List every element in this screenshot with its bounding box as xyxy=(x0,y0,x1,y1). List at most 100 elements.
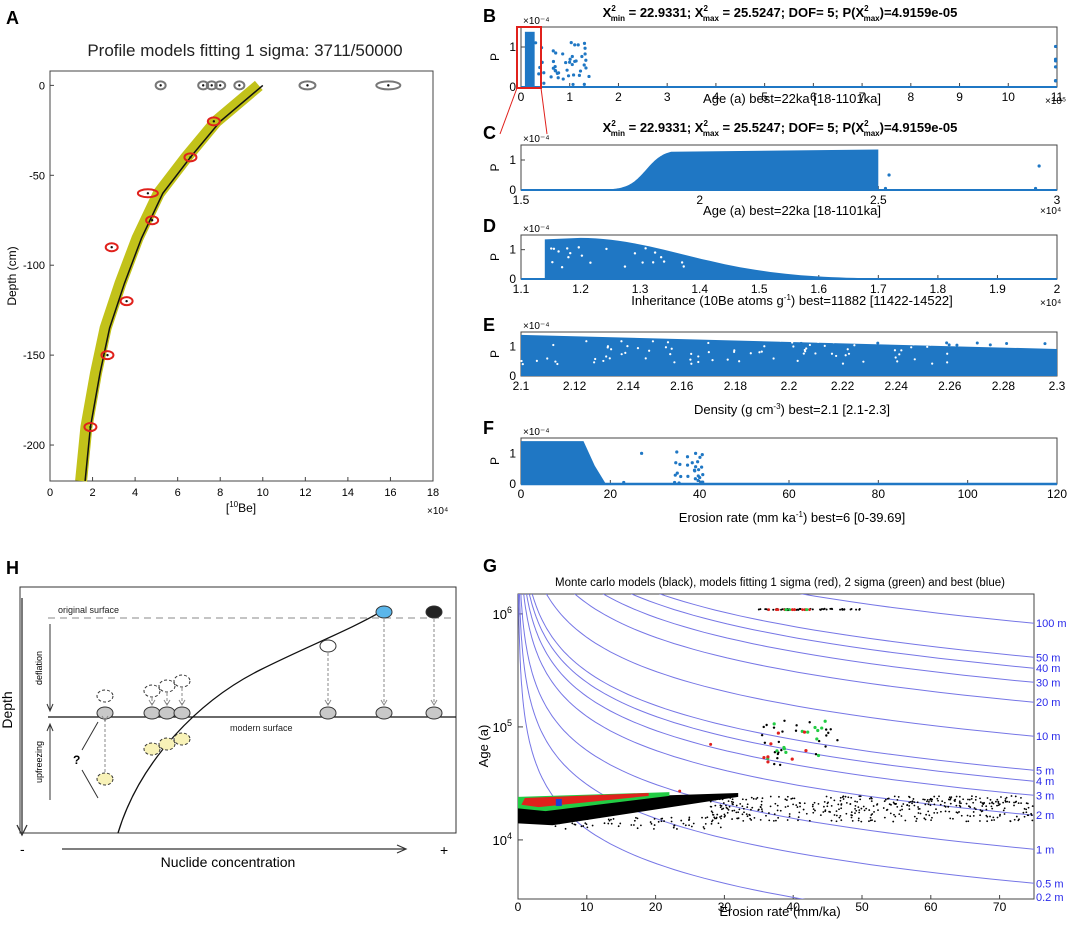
monte-carlo-point xyxy=(819,814,822,817)
monte-carlo-point xyxy=(721,808,723,811)
1-sigma-point xyxy=(808,608,811,612)
monte-carlo-point xyxy=(610,822,613,825)
x-tick-label: 2 xyxy=(615,90,622,104)
surface-clast xyxy=(158,706,176,720)
monte-carlo-point xyxy=(803,802,806,805)
gap-speck xyxy=(814,352,817,355)
monte-carlo-point xyxy=(709,805,712,808)
measured-sample xyxy=(136,188,159,199)
gap-speck xyxy=(862,360,865,363)
monte-carlo-point xyxy=(967,820,970,823)
monte-carlo-point xyxy=(663,820,665,822)
monte-carlo-point xyxy=(732,801,735,804)
x-tick-label: 1.3 xyxy=(632,282,649,296)
y-tick-label: -150 xyxy=(23,350,45,362)
former-clast-position xyxy=(158,679,176,693)
monte-carlo-point xyxy=(868,820,870,823)
panel-g-age-vs-erosion: Monte carlo models (black), models fitti… xyxy=(476,577,1067,919)
contour-label: 40 m xyxy=(1036,663,1060,675)
monte-carlo-point xyxy=(567,817,570,819)
monte-carlo-point xyxy=(974,808,977,811)
y-axis-label: P xyxy=(488,350,502,358)
monte-carlo-point xyxy=(950,796,953,799)
data-point xyxy=(577,73,581,77)
gap-speck xyxy=(882,338,885,341)
monte-carlo-point xyxy=(584,822,587,825)
y-tick-exponent: 4 xyxy=(507,831,512,841)
2-sigma-point xyxy=(816,753,821,758)
gap-speck xyxy=(552,247,556,250)
diagram-frame xyxy=(19,586,457,834)
monte-carlo-point xyxy=(857,819,860,822)
data-point xyxy=(700,453,704,457)
monte-carlo-point xyxy=(882,807,885,809)
monte-carlo-point xyxy=(830,796,832,799)
monte-carlo-point xyxy=(995,800,997,803)
monte-carlo-point xyxy=(970,797,973,800)
gap-speck xyxy=(910,346,913,349)
panel-f-xlabel: Erosion rate (mm ka-1) best=6 [0-39.69] xyxy=(679,510,905,525)
gap-speck xyxy=(816,340,820,343)
monte-carlo-point xyxy=(937,799,939,802)
x-tick-label: 50 xyxy=(855,900,869,914)
monte-carlo-point xyxy=(630,824,633,826)
monte-carlo-point xyxy=(731,798,734,801)
gap-speck xyxy=(648,349,651,352)
data-point xyxy=(696,468,701,472)
monte-carlo-point xyxy=(688,816,691,819)
sample-center xyxy=(212,120,216,123)
gap-speck xyxy=(823,344,826,347)
x-tick-label: 0 xyxy=(47,487,53,499)
sample-center xyxy=(146,192,150,195)
monte-carlo-point xyxy=(751,806,754,809)
y-tick-label: 1 xyxy=(509,340,516,354)
panel-h-conceptual-diagram: original surface modern surface Depth de… xyxy=(0,586,457,870)
monte-carlo-point xyxy=(752,797,755,800)
monte-carlo-point xyxy=(742,819,745,822)
monte-carlo-point xyxy=(998,803,1001,806)
upfreeze-path-head xyxy=(101,715,109,722)
monte-carlo-point xyxy=(992,816,995,819)
x-tick-label: 40 xyxy=(693,487,707,501)
data-point xyxy=(696,478,700,483)
y-tick-label: 0 xyxy=(509,477,516,491)
x-tick-label: 1.9 xyxy=(989,282,1006,296)
monte-carlo-point xyxy=(840,819,843,822)
monte-carlo-point xyxy=(764,608,767,611)
panel-b-x-multiplier: ×10⁵ xyxy=(1045,96,1066,107)
x-tick-label: 7 xyxy=(859,90,866,104)
monte-carlo-point xyxy=(828,810,831,813)
monte-carlo-point xyxy=(924,803,927,806)
monte-carlo-point xyxy=(650,822,653,825)
question-brackets xyxy=(81,721,99,799)
measured-sample xyxy=(100,350,115,361)
monte-carlo-point xyxy=(723,813,726,816)
gap-speck xyxy=(636,347,640,350)
y-axis-label: P xyxy=(488,53,502,61)
monte-carlo-point xyxy=(1017,819,1020,822)
sample-center xyxy=(189,156,192,159)
monte-carlo-point xyxy=(908,796,911,799)
monte-carlo-point xyxy=(892,820,895,823)
x-tick-label: 1.1 xyxy=(513,282,530,296)
monte-carlo-point xyxy=(1009,820,1012,822)
monte-carlo-point xyxy=(749,808,752,811)
monte-carlo-point xyxy=(741,805,744,808)
monte-carlo-point xyxy=(1023,807,1026,810)
gap-speck xyxy=(593,361,596,364)
monte-carlo-point xyxy=(769,805,772,808)
x-tick-label: 1.5 xyxy=(513,193,530,207)
monte-carlo-point xyxy=(768,812,770,814)
monte-carlo-point xyxy=(672,826,675,829)
panel-g-ylabel: Age (a) xyxy=(476,725,491,768)
y-tick-exponent: 6 xyxy=(507,605,512,615)
1-sigma-point xyxy=(678,789,682,793)
surface-sample-center xyxy=(210,84,213,87)
monte-carlo-point xyxy=(896,805,899,808)
monte-carlo-point xyxy=(670,820,673,823)
1-sigma-point xyxy=(766,760,770,764)
contour-label: 3 m xyxy=(1036,790,1054,802)
contour-label: 10 m xyxy=(1036,731,1060,743)
surface-sample xyxy=(214,80,227,91)
monte-carlo-point xyxy=(857,806,860,809)
